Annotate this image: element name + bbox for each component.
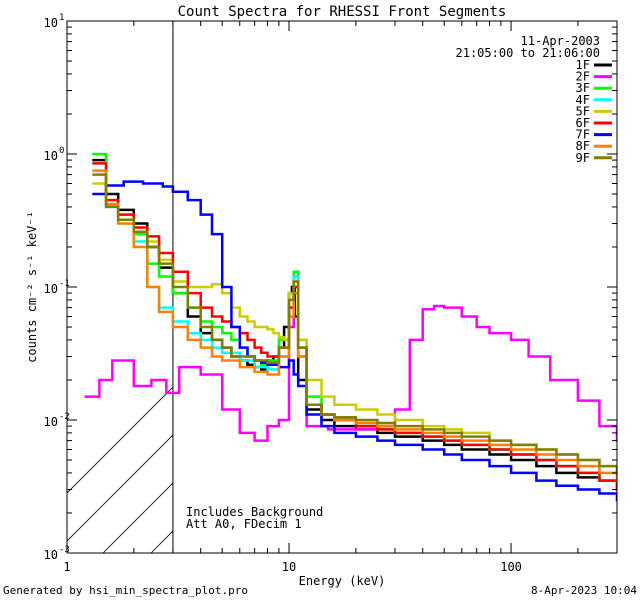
legend-label-8F: 8F (576, 139, 590, 153)
series-9F-line (92, 173, 617, 475)
chart-title: Count Spectra for RHESSI Front Segments (178, 4, 507, 20)
x-tick-label: 1 (63, 560, 70, 574)
x-ticks: 1 10 100 (63, 21, 618, 574)
y-tick-exponent: -2 (59, 412, 70, 422)
y-tick-exponent: 1 (59, 13, 64, 23)
legend-label-2F: 2F (576, 70, 590, 84)
y-tick-exponent: -3 (59, 545, 70, 555)
y-tick-label: 10 (44, 282, 58, 296)
y-tick-label: 10 (44, 415, 58, 429)
x-tick-label: 100 (500, 560, 522, 574)
series-group (84, 152, 617, 502)
y-tick-label: 10 (44, 548, 58, 562)
legend-label-1F: 1F (576, 58, 590, 72)
note-attenuator: Att A0, FDecim 1 (186, 517, 302, 531)
legend-label-7F: 7F (576, 128, 590, 142)
legend-label-3F: 3F (576, 81, 590, 95)
hatch-stripe (67, 386, 173, 494)
y-axis-label: counts cm⁻² s⁻¹ keV⁻¹ (25, 211, 39, 363)
x-tick-label: 10 (282, 560, 296, 574)
legend-label-9F: 9F (576, 151, 590, 165)
footer-generated-by: Generated by hsi_min_spectra_plot.pro (3, 584, 248, 597)
series-7F-line (92, 180, 617, 502)
footer-timestamp: 8-Apr-2023 10:04 (531, 584, 637, 597)
y-tick-label: 10 (44, 16, 58, 30)
y-tick-exponent: -1 (59, 279, 70, 289)
y-tick-label: 10 (44, 149, 58, 163)
legend-label-5F: 5F (576, 104, 590, 118)
hatch-stripe (67, 434, 173, 542)
series-6F-line (92, 162, 617, 491)
x-axis-label: Energy (keV) (299, 574, 386, 588)
hatched-region (67, 386, 173, 553)
legend-label-6F: 6F (576, 116, 590, 130)
time-range-label: 21:05:00 to 21:06:00 (456, 46, 601, 60)
note-background: Includes Background (186, 505, 323, 519)
y-tick-exponent: 0 (59, 146, 64, 156)
date-label: 11-Apr-2003 (521, 34, 600, 48)
legend-label-4F: 4F (576, 93, 590, 107)
